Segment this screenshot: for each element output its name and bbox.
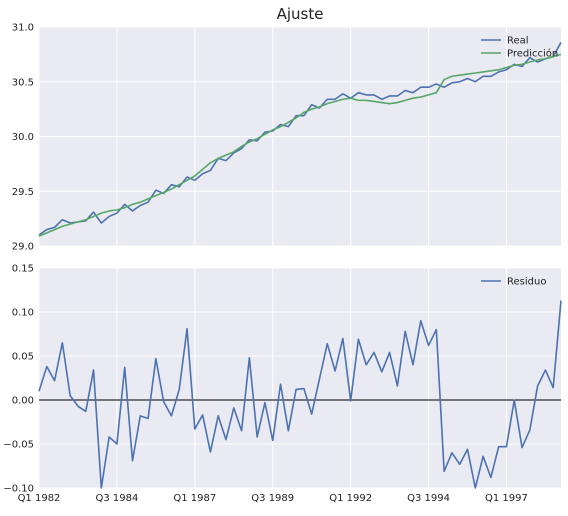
series-line-residuo [38,300,562,489]
y-tick-label: −0.05 [3,440,34,451]
y-tick-label: 31.0 [12,23,34,34]
y-tick-label: 0.05 [12,352,34,363]
chart-title: Ajuste [277,5,324,23]
y-tick-label: 0.15 [12,264,34,275]
legend-label: Residuo [507,277,546,288]
y-tick-label: 29.5 [12,187,34,198]
x-tick-label: Q3 1994 [407,493,450,504]
legend-label: Predicción [507,48,558,60]
y-tick-label: −0.10 [3,484,34,495]
residual-panel-lines [38,300,562,489]
fit-panel-grid [38,26,561,247]
x-tick-label: Q1 1982 [18,493,61,504]
series-line-prediccion [38,53,562,237]
x-tick-label: Q3 1989 [251,493,294,504]
y-tick-label: 0.10 [12,308,34,319]
x-tick-label: Q1 1997 [485,493,528,504]
residual-legend: Residuo [481,277,546,288]
x-tick-label: Q3 1984 [95,493,138,504]
x-tick-label: Q1 1987 [173,493,216,504]
fit-panel-lines [38,41,562,237]
fit-panel-y-ticks: 29.0 29.5 30.0 30.5 31.0 [12,23,34,253]
residual-panel-x-ticks: Q1 1982 Q3 1984 Q1 1987 Q3 1989 Q1 1992 Q3 19… [18,493,528,504]
residual-panel-y-ticks: −0.10 −0.05 0.00 0.05 0.10 0.15 [3,264,34,495]
y-tick-label: 29.0 [12,242,34,253]
residual-panel-grid [38,267,561,489]
residual-panel: −0.10 −0.05 0.00 0.05 0.10 0.15 Q1 1982 Q3 198… [3,264,562,504]
y-tick-label: 30.0 [12,132,34,143]
x-tick-label: Q1 1992 [329,493,372,504]
y-tick-label: 30.5 [12,77,34,88]
y-tick-label: 0.00 [12,396,34,407]
legend-label: Real [507,36,529,47]
